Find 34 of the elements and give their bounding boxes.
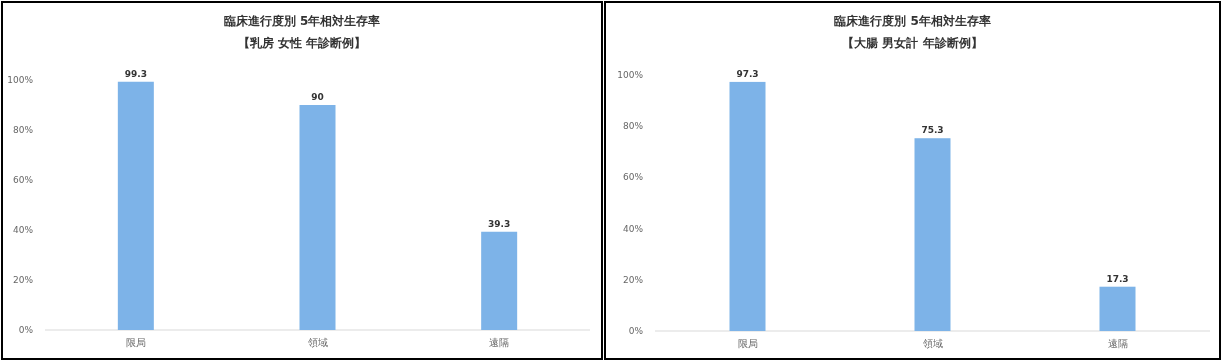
- x-tick-label: 領域: [922, 338, 943, 349]
- chart-title: 臨床進行度別 5年相対生存率: [223, 14, 381, 28]
- x-tick-label: 遠隔: [489, 337, 510, 348]
- y-tick-label: 40%: [12, 225, 34, 235]
- y-tick-label: 0%: [628, 326, 644, 336]
- bar: [299, 105, 336, 330]
- data-label: 99.3: [124, 68, 147, 79]
- y-tick-label: 60%: [622, 172, 644, 183]
- bar: [729, 81, 766, 331]
- bar: [1099, 286, 1136, 331]
- x-tick-label: 遠隔: [1107, 338, 1128, 349]
- chart-title: 臨床進行度別 5年相対生存率: [834, 14, 991, 28]
- y-tick-label: 20%: [12, 275, 34, 285]
- x-tick-label: 限局: [737, 338, 758, 349]
- chart-subtitle: 【乳房 女性 年診断例】: [237, 36, 367, 50]
- chart-subtitle: 【大腸 男女計 年診断例】: [842, 36, 983, 50]
- y-tick-label: 80%: [622, 121, 644, 132]
- y-tick-label: 0%: [18, 325, 34, 335]
- y-tick-label: 40%: [622, 223, 644, 234]
- y-tick-label: 100%: [617, 70, 644, 80]
- data-label: 39.3: [488, 218, 511, 229]
- data-label: 17.3: [1106, 273, 1129, 284]
- bar: [481, 231, 518, 330]
- y-tick-label: 100%: [7, 75, 34, 85]
- bar: [914, 138, 951, 331]
- data-label: 97.3: [736, 68, 759, 79]
- data-label: 75.3: [921, 125, 944, 136]
- bar: [117, 81, 154, 330]
- data-label: 90: [311, 92, 324, 102]
- y-tick-label: 20%: [622, 274, 644, 285]
- y-tick-label: 80%: [12, 125, 34, 135]
- x-tick-label: 限局: [125, 337, 146, 348]
- x-tick-label: 領域: [307, 337, 328, 348]
- y-tick-label: 60%: [12, 175, 34, 185]
